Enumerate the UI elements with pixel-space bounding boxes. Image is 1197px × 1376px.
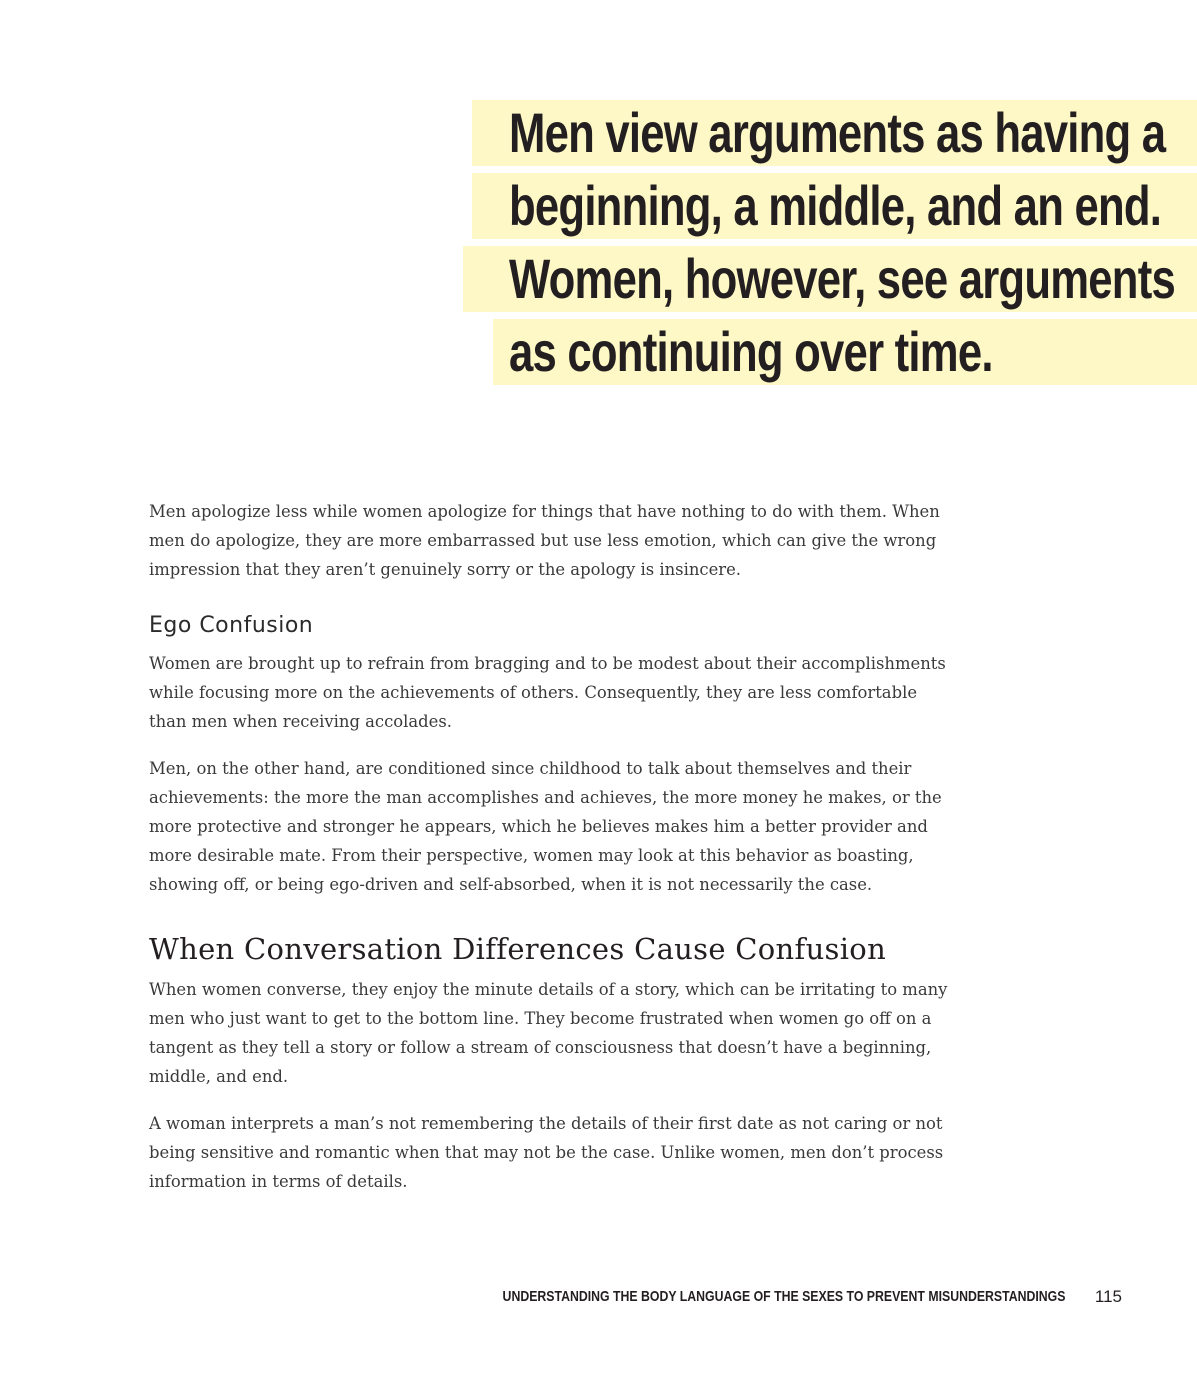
conversation-paragraph-1: When women converse, they enjoy the minu… [149,980,948,1086]
quote-highlight-3 [463,246,1197,312]
ego-paragraph-2: Men, on the other hand, are conditioned … [149,759,942,894]
ego-paragraph-1: Women are brought up to refrain from bra… [149,654,946,731]
pull-quote: Men view arguments as having a beginning… [0,0,1197,400]
quote-highlight-1 [472,100,1197,166]
pull-quote-line-1: Men view arguments as having a [509,101,1166,164]
conversation-paragraph-2: A woman interprets a man’s not rememberi… [149,1114,944,1191]
page-number: 115 [1094,1287,1122,1306]
page-footer: UNDERSTANDING THE BODY LANGUAGE OF THE S… [0,1283,1197,1311]
intro-paragraph: Men apologize less while women apologize… [149,502,940,579]
pull-quote-line-2: beginning, a middle, and an end. [509,174,1162,237]
ego-confusion-heading: Ego Confusion [149,613,314,638]
running-head: UNDERSTANDING THE BODY LANGUAGE OF THE S… [502,1288,1065,1305]
quote-highlight-2 [472,173,1197,239]
quote-highlight-4 [493,319,1197,385]
pull-quote-line-4: as continuing over time. [509,320,993,383]
pull-quote-line-3: Women, however, see arguments [509,247,1176,310]
conversation-section-heading: When Conversation Differences Cause Conf… [149,932,887,966]
